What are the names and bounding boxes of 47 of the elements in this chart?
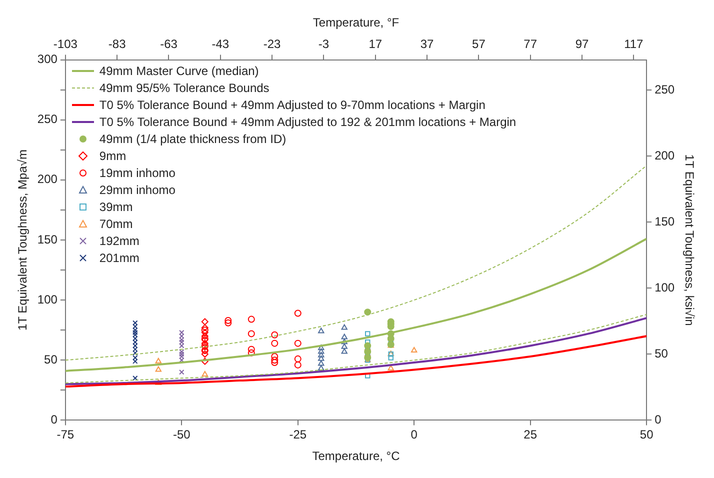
x-axis-title: Temperature, °C: [312, 449, 400, 464]
x-tick-label: 50: [640, 428, 654, 442]
y2-tick-label: 150: [654, 214, 675, 228]
x2-tick-label: 37: [420, 36, 434, 51]
y2-tick-label: 200: [654, 148, 675, 162]
y2-tick-label: 0: [654, 412, 662, 427]
x2-tick-label: -63: [160, 36, 178, 51]
x2-tick-label: 77: [524, 36, 538, 51]
y2-tick-label: 250: [654, 82, 675, 96]
y-tick-label: 150: [37, 232, 58, 246]
legend-label: T0 5% Tolerance Bound + 49mm Adjusted to 192 & 201mm locations + Margin: [99, 114, 516, 129]
y-axis-title: 1T Equivalent Toughness, Mpa√m: [16, 150, 30, 330]
x-tick-label: -50: [172, 428, 191, 442]
x2-tick-label: 117: [624, 36, 644, 51]
legend-label: 29mm inhomo: [99, 182, 176, 197]
legend-label: 201mm: [99, 250, 140, 265]
x2-tick-label: 57: [472, 36, 486, 51]
y-tick-label: 300: [37, 52, 58, 66]
x2-tick-label: 17: [368, 36, 382, 51]
y2-tick-label: 100: [654, 280, 675, 294]
x2-tick-label: -103: [53, 36, 78, 51]
x-tick-label: 25: [524, 428, 538, 442]
legend-label: 70mm: [99, 216, 133, 231]
y-tick-label: 250: [37, 112, 58, 126]
legend-label: 49mm (1/4 plate thickness from ID): [99, 132, 286, 146]
x-tick-label: -75: [56, 428, 74, 442]
x2-tick-label: -83: [108, 36, 126, 51]
x2-axis-title: Temperature, °F: [312, 16, 400, 30]
x-tick-label: 0: [410, 428, 418, 442]
legend-label: 19mm inhomo: [99, 166, 176, 180]
x2-tick-label: 97: [575, 36, 589, 51]
legend-label: 9mm: [99, 148, 126, 163]
x2-tick-label: -43: [212, 36, 230, 51]
y-tick-label: 200: [37, 172, 58, 186]
legend-label: 49mm Master Curve (median): [99, 64, 259, 78]
x2-tick-label: -3: [318, 36, 330, 51]
y2-tick-label: 50: [654, 346, 668, 361]
x-tick-label: -25: [289, 428, 307, 442]
legend-label: 49mm 95/5% Tolerance Bounds: [99, 80, 270, 95]
x2-tick-label: -23: [263, 36, 282, 51]
y2-axis-title: 1T Equivalent Toughness, ksi√in: [682, 154, 696, 326]
legend-label: 39mm: [99, 200, 133, 214]
legend-label: T0 5% Tolerance Bound + 49mm Adjusted to 9-70mm locations + Margin: [99, 98, 486, 112]
y-tick-label: 100: [37, 292, 58, 306]
y-tick-label: 50: [44, 352, 58, 366]
legend-label: 192mm: [99, 234, 140, 248]
y-tick-label: 0: [50, 412, 58, 427]
